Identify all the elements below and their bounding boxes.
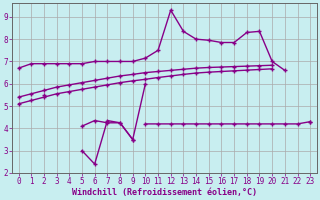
X-axis label: Windchill (Refroidissement éolien,°C): Windchill (Refroidissement éolien,°C) — [72, 188, 257, 197]
